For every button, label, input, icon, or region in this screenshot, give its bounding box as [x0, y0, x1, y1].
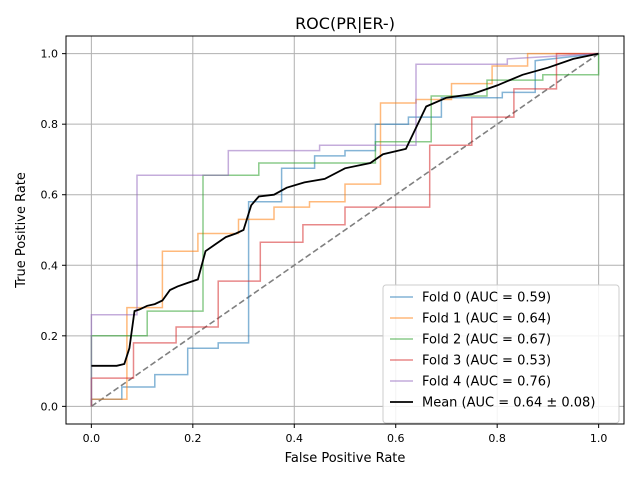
axis-ticks: 0.0 0.2 0.4 0.6 0.8 1.0 0.0 0.2 0.4 0.6 0.8 1.0 — [41, 48, 608, 445]
x-tick-label: 1.0 — [590, 432, 608, 445]
fold-3-roc-line — [90, 52, 599, 407]
legend-entry-label: Mean (AUC = 0.64 ± 0.08) — [422, 396, 595, 411]
legend-entry-label: Fold 0 (AUC = 0.59) — [422, 291, 551, 306]
fold-0-roc-line — [90, 52, 599, 407]
legend: Fold 0 (AUC = 0.59) Fold 1 (AUC = 0.64) Fo… — [382, 284, 620, 424]
x-tick-label: 0.0 — [83, 432, 101, 445]
x-tick-label: 0.8 — [488, 432, 506, 445]
y-tick-label: 0.6 — [41, 189, 59, 202]
fold-2-roc-line — [90, 53, 600, 407]
x-tick-label: 0.4 — [286, 432, 304, 445]
x-axis-label: False Positive Rate — [285, 451, 406, 466]
y-tick-label: 0.0 — [41, 400, 59, 413]
y-tick-label: 0.8 — [41, 118, 59, 131]
y-tick-label: 0.4 — [41, 259, 59, 272]
plot-frame — [65, 35, 625, 425]
fold-1-roc-line — [90, 52, 599, 407]
roc-curves — [90, 52, 600, 407]
y-axis-label: True Positive Rate — [14, 172, 29, 289]
legend-box — [382, 284, 620, 424]
legend-entry-label: Fold 3 (AUC = 0.53) — [422, 354, 551, 369]
x-tick-label: 0.6 — [387, 432, 405, 445]
x-tick-label: 0.2 — [184, 432, 202, 445]
legend-entry-label: Fold 4 (AUC = 0.76) — [422, 375, 551, 390]
fold-4-roc-line — [90, 52, 599, 407]
legend-entry-label: Fold 2 (AUC = 0.67) — [422, 333, 551, 348]
legend-entry-label: Fold 1 (AUC = 0.64) — [422, 312, 551, 327]
mean-roc-line — [91, 52, 599, 367]
y-tick-label: 1.0 — [41, 48, 59, 61]
chart-title: ROC(PR|ER-) — [295, 14, 395, 33]
y-tick-label: 0.2 — [41, 330, 59, 343]
